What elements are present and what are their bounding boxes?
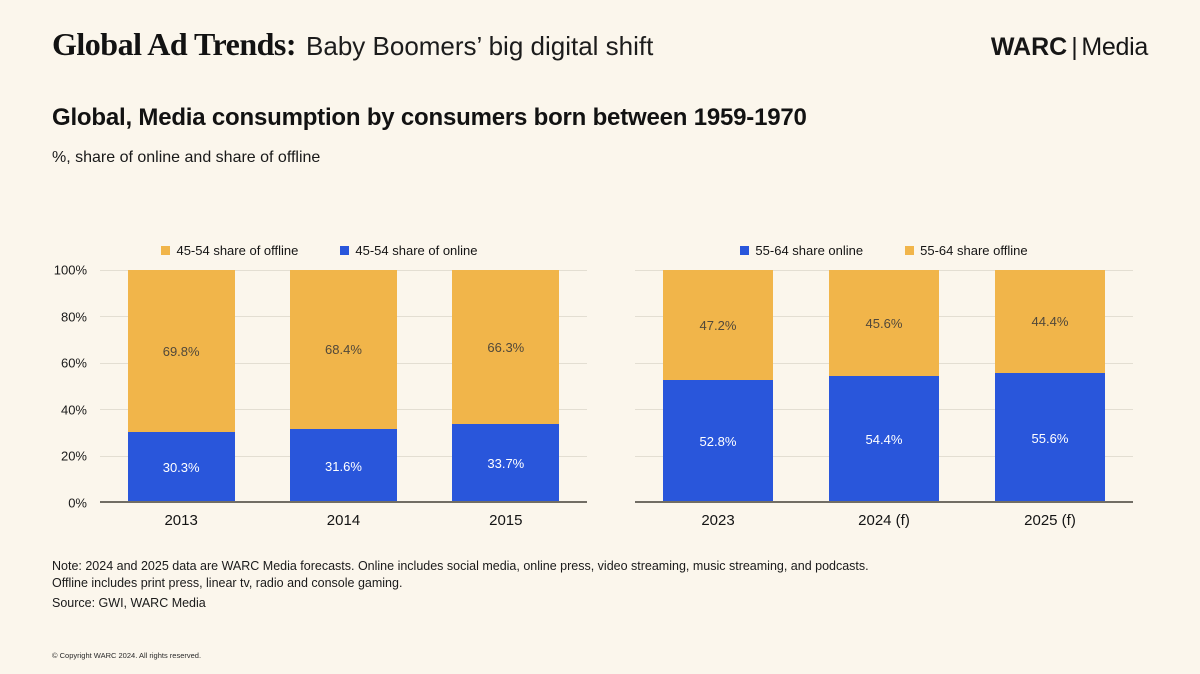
source-line: Source: GWI, WARC Media	[52, 596, 206, 610]
legend-item: 45-54 share of offline	[161, 242, 298, 259]
bar-segment: 31.6%	[289, 429, 398, 503]
stacked-bar-2014: 31.6% 68.4%	[289, 270, 398, 503]
chart-55-64: 55-64 share online 55-64 share offline 52…	[635, 242, 1133, 529]
bar-segment: 54.4%	[829, 376, 939, 503]
footnote: Note: 2024 and 2025 data are WARC Media …	[52, 558, 869, 593]
stacked-bar-2024 (f): 54.4% 45.6%	[829, 270, 939, 503]
chart-legend: 45-54 share of offline 45-54 share of onl…	[52, 242, 587, 259]
bar-segment: 44.4%	[995, 270, 1105, 374]
bar-segment: 33.7%	[452, 424, 560, 503]
legend-swatch	[340, 246, 350, 255]
chart-legend: 55-64 share online 55-64 share offline	[635, 242, 1133, 259]
bar-segment: 68.4%	[289, 270, 398, 430]
warc-media-logo: WARC | Media	[991, 33, 1148, 62]
stacked-bar-2013: 30.3% 69.8%	[127, 270, 235, 503]
footnote-line-1: Note: 2024 and 2025 data are WARC Media …	[52, 559, 869, 573]
y-tick-label: 80%	[60, 309, 87, 325]
x-axis-labels: 2013 2014 2015	[100, 512, 587, 529]
legend-label: 55-64 share offline	[920, 243, 1028, 258]
report-subtitle: Baby Boomers’ big digital shift	[306, 31, 654, 61]
bar-segment: 69.8%	[127, 270, 235, 433]
y-axis: 0% 20% 40% 60% 80% 100%	[52, 263, 100, 511]
x-axis-line	[100, 501, 587, 503]
bars-layer: 30.3% 69.8% 31.6% 68.4% 33.7% 66.3%	[100, 270, 587, 503]
bar-column: 55.6% 44.4%	[967, 270, 1133, 503]
x-tick-label: 2015	[489, 512, 523, 529]
brand-name: WARC	[990, 33, 1068, 61]
x-axis-labels: 2023 2024 (f) 2025 (f)	[635, 512, 1133, 529]
legend-item: 55-64 share offline	[905, 242, 1028, 259]
bar-segment: 52.8%	[663, 379, 773, 503]
bar-column: 31.6% 68.4%	[262, 270, 424, 503]
y-tick-label: 100%	[53, 262, 87, 278]
bar-segment: 55.6%	[995, 373, 1105, 503]
brand-divider: |	[1071, 33, 1078, 61]
bars-layer: 52.8% 47.2% 54.4% 45.6% 55.6% 44.4%	[635, 270, 1133, 503]
bar-segment: 66.3%	[452, 270, 560, 425]
bar-column: 52.8% 47.2%	[635, 270, 801, 503]
legend-label: 45-54 share of online	[355, 243, 478, 258]
y-tick-label: 40%	[60, 402, 87, 418]
legend-label: 45-54 share of offline	[176, 243, 299, 258]
x-tick-label: 2024 (f)	[858, 512, 910, 529]
x-tick-label: 2025 (f)	[1024, 512, 1076, 529]
chart-section-title: Global, Media consumption by consumers b…	[52, 104, 807, 131]
gridline	[100, 269, 587, 271]
bar-segment: 30.3%	[127, 432, 235, 503]
gridline	[635, 269, 1133, 271]
legend-swatch	[905, 246, 915, 255]
bar-column: 30.3% 69.8%	[100, 270, 262, 503]
legend-item: 55-64 share online	[740, 242, 863, 259]
charts-row: 45-54 share of offline 45-54 share of onl…	[52, 242, 1133, 529]
x-tick-label: 2014	[326, 512, 361, 529]
chart-section-subtitle: %, share of online and share of offline	[52, 149, 321, 166]
x-tick-label: 2013	[164, 512, 198, 529]
brand-suffix: Media	[1081, 33, 1148, 61]
stacked-bar-2015: 33.7% 66.3%	[452, 270, 560, 503]
bar-segment: 47.2%	[663, 270, 773, 380]
legend-swatch	[740, 246, 750, 255]
footnote-line-2: Offline includes print press, linear tv,…	[52, 576, 403, 591]
x-axis-line	[635, 501, 1133, 503]
report-series-title: Global Ad Trends:	[52, 26, 297, 62]
x-tick-label: 2023	[701, 512, 735, 529]
bar-column: 54.4% 45.6%	[801, 270, 967, 503]
legend-item: 45-54 share of online	[340, 242, 478, 259]
plot-area: 52.8% 47.2% 54.4% 45.6% 55.6% 44.4%	[635, 269, 1133, 503]
legend-label: 55-64 share online	[755, 243, 864, 258]
copyright-line: © Copyright WARC 2024. All rights reserv…	[52, 651, 202, 660]
stacked-bar-2023: 52.8% 47.2%	[663, 270, 773, 503]
plot-area: 30.3% 69.8% 31.6% 68.4% 33.7% 66.3%	[100, 269, 587, 503]
y-tick-label: 60%	[60, 355, 87, 371]
legend-swatch	[161, 246, 171, 255]
y-tick-label: 20%	[60, 448, 87, 464]
bar-segment: 45.6%	[829, 270, 939, 377]
header: Global Ad Trends: Baby Boomers’ big digi…	[52, 26, 1148, 63]
page-title: Global Ad Trends: Baby Boomers’ big digi…	[52, 26, 653, 63]
bar-column: 33.7% 66.3%	[425, 270, 587, 503]
y-tick-label: 0%	[68, 495, 87, 511]
stacked-bar-2025 (f): 55.6% 44.4%	[995, 270, 1105, 503]
chart-45-54: 45-54 share of offline 45-54 share of onl…	[52, 242, 587, 529]
